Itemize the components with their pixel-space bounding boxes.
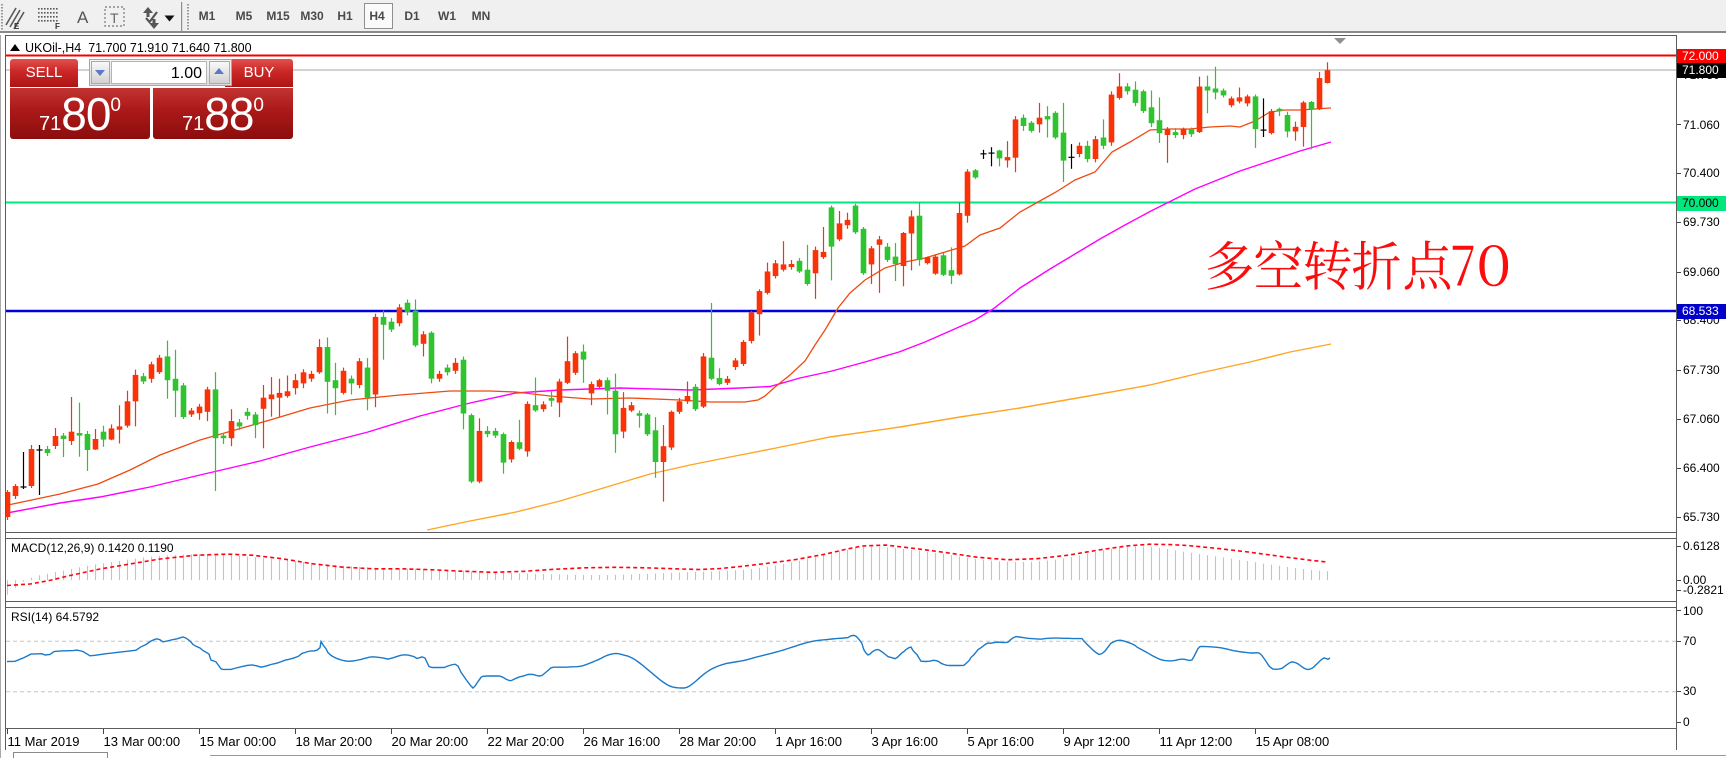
svg-text:E: E: [14, 22, 20, 31]
svg-text:A: A: [77, 8, 89, 27]
svg-text:F: F: [55, 22, 60, 31]
svg-text:T: T: [110, 10, 119, 26]
